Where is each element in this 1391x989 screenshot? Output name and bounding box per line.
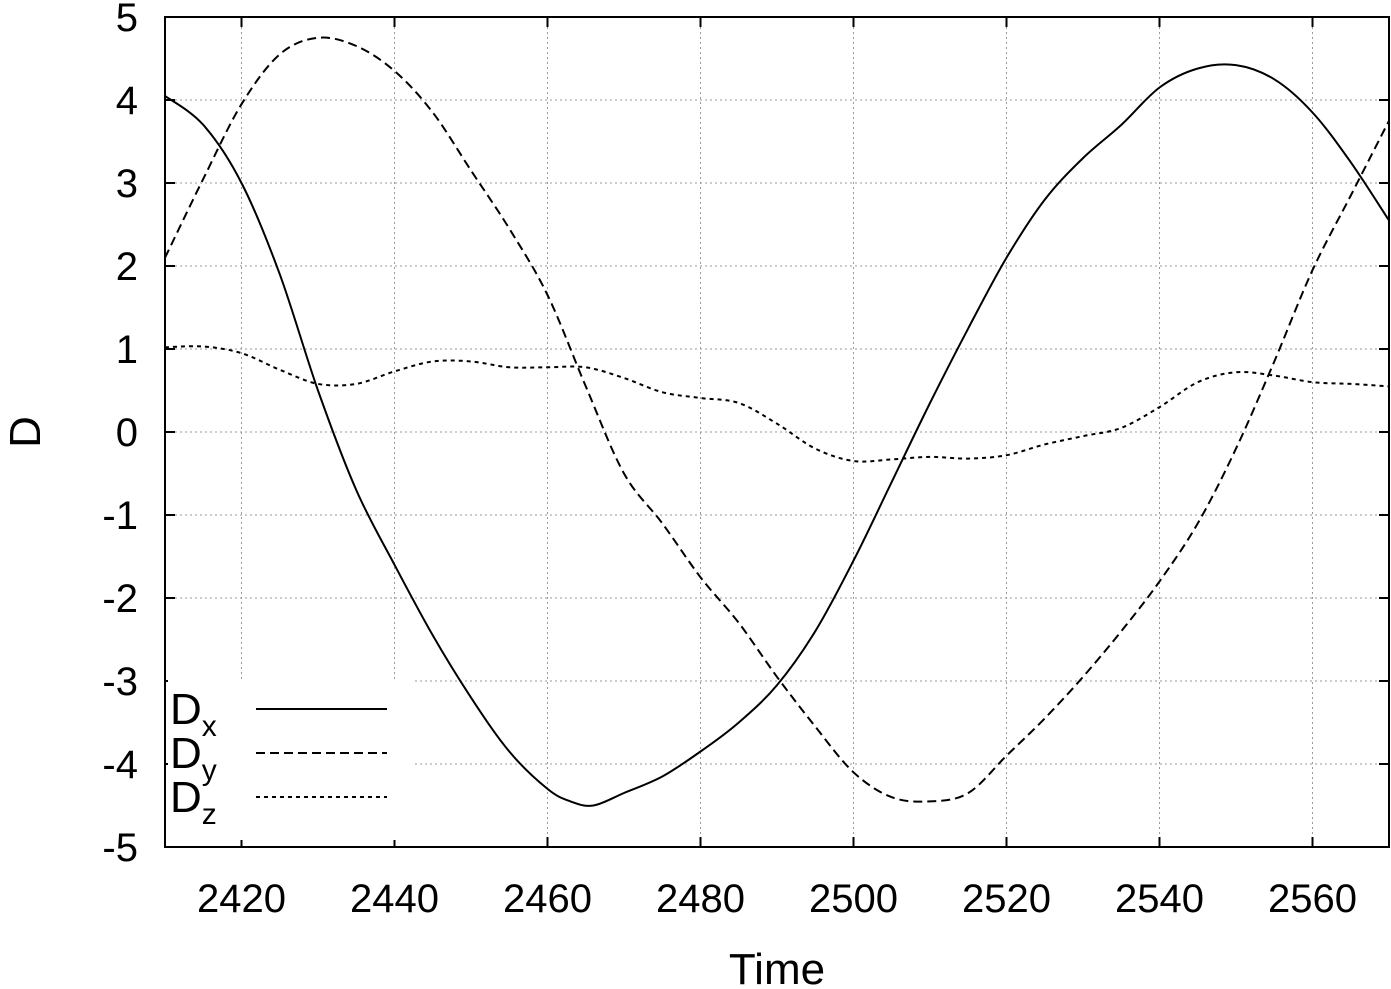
y-tick-label: 1 xyxy=(116,328,138,372)
y-tick-label: 2 xyxy=(116,245,138,289)
y-tick-label: 3 xyxy=(116,162,138,206)
x-axis-label: Time xyxy=(729,945,825,989)
x-tick-label: 2500 xyxy=(809,877,898,921)
x-tick-label: 2520 xyxy=(962,877,1051,921)
grid-lines xyxy=(165,17,1389,847)
y-tick-label: -3 xyxy=(102,660,138,704)
x-tick-label: 2540 xyxy=(1115,877,1204,921)
legend-label: Dz xyxy=(170,773,217,831)
y-axis-label: D xyxy=(1,416,50,448)
y-tick-label: 4 xyxy=(116,79,138,123)
legend-label: Dx xyxy=(170,685,217,743)
series-lines xyxy=(164,36,1390,807)
x-axis-ticks: 2420 2440 2460 2480 2500 2520 2540 2560 xyxy=(197,17,1357,921)
series-line-Dz xyxy=(164,345,1390,463)
y-tick-label: -4 xyxy=(102,743,138,787)
x-tick-label: 2420 xyxy=(197,877,286,921)
x-tick-label: 2460 xyxy=(503,877,592,921)
y-tick-label: -1 xyxy=(102,494,138,538)
legend-label: Dy xyxy=(170,729,217,787)
legend-background xyxy=(168,680,413,840)
y-axis-ticks: 5 4 3 2 1 0 -1 -2 -3 -4 -5 xyxy=(102,0,1389,870)
y-tick-label: -2 xyxy=(102,577,138,621)
x-tick-label: 2440 xyxy=(350,877,439,921)
x-tick-label: 2480 xyxy=(656,877,745,921)
y-tick-label: -5 xyxy=(102,826,138,870)
y-tick-label: 5 xyxy=(116,0,138,40)
series-line-Dx xyxy=(164,63,1390,807)
series-line-Dy xyxy=(164,36,1390,803)
x-tick-label: 2560 xyxy=(1268,877,1357,921)
y-tick-label: 0 xyxy=(116,411,138,455)
